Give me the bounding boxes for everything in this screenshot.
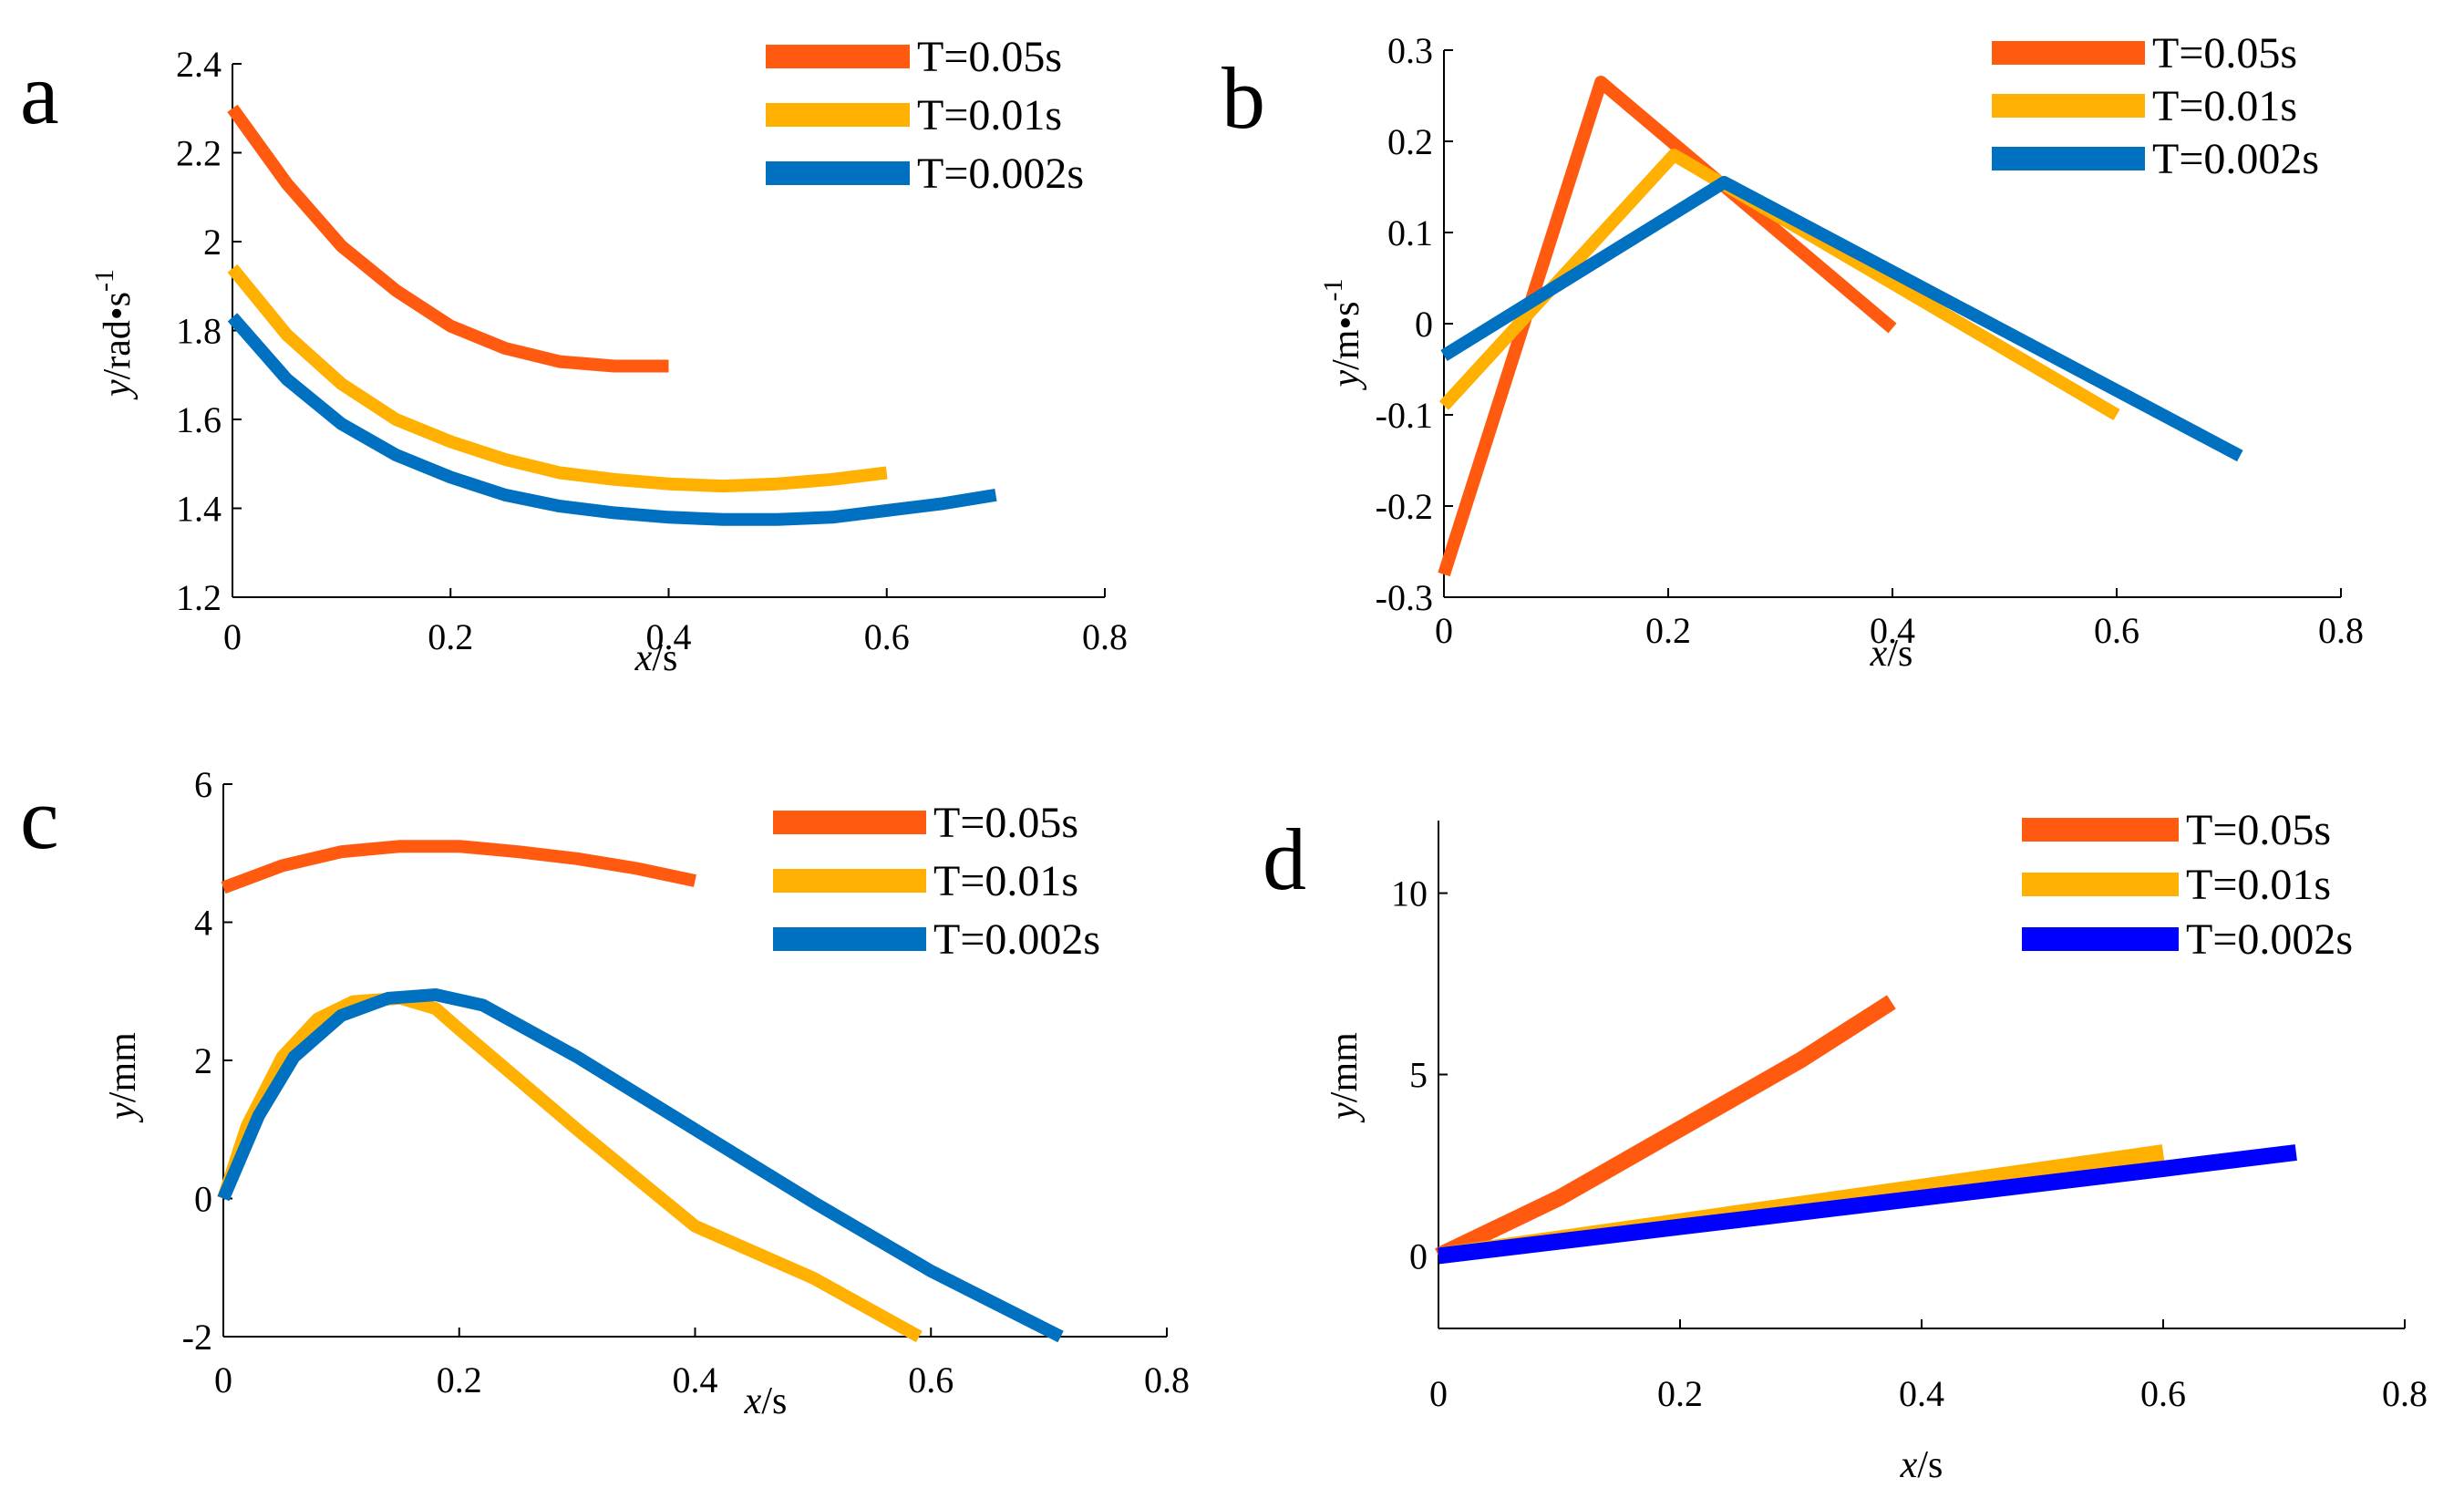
panel-letter: d xyxy=(1263,811,1306,908)
x-tick-label: 0.8 xyxy=(2318,610,2364,651)
legend-label: T=0.002s xyxy=(2186,915,2353,964)
x-tick-label: 0.8 xyxy=(1144,1359,1190,1400)
y-tick-label: 1.6 xyxy=(176,399,222,440)
series-line xyxy=(1440,176,2243,462)
panel-c: 0 0.2 0.4 0.6 0.8-20246cx/sy/mmT=0.05sT=0.01… xyxy=(20,764,1190,1422)
y-tick-label: -0.2 xyxy=(1376,486,1433,527)
y-axis-label: y/m•s-1 xyxy=(1318,278,1367,390)
x-axis-label: x/s xyxy=(744,1380,788,1422)
panel-d: 0 0.2 0.4 0.6 0.8 0 5 10 d x/s y/mm T=0.05s T=0.01s T… xyxy=(1263,806,2428,1486)
legend-label: T=0.01s xyxy=(2152,82,2297,130)
x-tick-label: 0.6 xyxy=(2094,610,2139,651)
x-axis-label: x/s xyxy=(1870,633,1913,675)
y-tick-label: 5 xyxy=(1409,1055,1428,1096)
x-tick-label: 0.8 xyxy=(2382,1373,2428,1414)
y-tick-label: 0.1 xyxy=(1387,212,1433,253)
x-tick-label: 0.4 xyxy=(646,616,692,657)
legend-label: T=0.05s xyxy=(2186,806,2331,854)
y-tick-label: 10 xyxy=(1391,873,1428,914)
x-tick-label: 0.2 xyxy=(428,616,473,657)
x-tick-label: 0.4 xyxy=(1870,610,1915,651)
y-axis-label: y/mm xyxy=(102,1032,144,1123)
x-tick-label: 0 xyxy=(214,1359,232,1400)
legend-label: T=0.01s xyxy=(2186,861,2331,909)
y-tick-label: 1.2 xyxy=(176,577,222,618)
series-line xyxy=(227,313,997,526)
y-tick-label: -0.1 xyxy=(1376,395,1433,436)
x-tick-label: 0.8 xyxy=(1082,616,1128,657)
x-tick-label: 0.2 xyxy=(437,1359,482,1400)
series-line xyxy=(1438,149,2120,421)
x-axis-label: x/s xyxy=(634,637,678,679)
x-tick-label: 0.2 xyxy=(1657,1373,1703,1414)
series-line xyxy=(217,991,923,1343)
legend-label: T=0.002s xyxy=(2152,135,2319,183)
x-axis-label: x/s xyxy=(1900,1444,1943,1486)
panel-letter: c xyxy=(20,770,59,867)
y-tick-label: 2.4 xyxy=(176,44,222,85)
y-tick-label: 1.8 xyxy=(176,311,222,352)
legend-label: T=0.05s xyxy=(917,33,1062,81)
panel-a: 0 0.2 0.4 0.6 0.8 1.2 1.4 1.6 1.8 2 2.2 2.4 a x/s y/ra… xyxy=(20,33,1128,679)
x-tick-label: 0 xyxy=(1435,610,1453,651)
y-axis-label: y/mm xyxy=(1324,1032,1366,1123)
y-tick-label: 6 xyxy=(194,764,212,805)
legend-label: T=0.002s xyxy=(933,915,1100,964)
x-tick-label: 0 xyxy=(1429,1373,1448,1414)
x-tick-label: 0.4 xyxy=(1899,1373,1944,1414)
y-tick-label: 0.2 xyxy=(1387,121,1433,162)
x-tick-label: 0.6 xyxy=(864,616,910,657)
series-line xyxy=(1435,995,1896,1264)
series-line xyxy=(1438,76,1897,577)
x-tick-label: 0.6 xyxy=(2140,1373,2186,1414)
legend-label: T=0.002s xyxy=(917,150,1084,198)
series-line xyxy=(227,104,669,373)
x-tick-label: 0.6 xyxy=(908,1359,954,1400)
series-line xyxy=(221,840,696,894)
x-tick-label: 0.4 xyxy=(673,1359,718,1400)
legend-label: T=0.01s xyxy=(917,91,1062,140)
legend-label: T=0.05s xyxy=(933,799,1078,847)
y-tick-label: -0.3 xyxy=(1376,577,1433,618)
x-tick-label: 0 xyxy=(223,616,242,657)
panel-letter: a xyxy=(20,45,59,142)
y-tick-label: 0.3 xyxy=(1387,30,1433,71)
y-tick-label: 2.2 xyxy=(176,133,222,174)
y-tick-label: 0 xyxy=(1415,304,1433,345)
panel-letter: b xyxy=(1222,49,1265,147)
panel-b: 0 0.2 0.4 0.6 0.8 -0.3 -0.2 -0.1 0 0.1 0.2 0.3 b x/s y… xyxy=(1222,29,2364,675)
y-tick-label: 0 xyxy=(194,1179,212,1220)
series-line xyxy=(217,988,1064,1343)
y-axis-label: y/rad•s-1 xyxy=(89,269,139,400)
legend-label: T=0.01s xyxy=(933,857,1078,905)
legend-label: T=0.05s xyxy=(2152,29,2297,78)
y-tick-label: 2 xyxy=(194,1040,212,1081)
y-tick-label: 1.4 xyxy=(176,489,222,530)
x-tick-label: 0.2 xyxy=(1645,610,1691,651)
y-tick-label: 4 xyxy=(194,903,212,944)
series-line xyxy=(1437,1144,2297,1265)
y-tick-label: 2 xyxy=(203,222,222,263)
y-tick-label: -2 xyxy=(182,1317,212,1358)
y-tick-label: 0 xyxy=(1409,1235,1428,1276)
series-line xyxy=(227,264,888,493)
